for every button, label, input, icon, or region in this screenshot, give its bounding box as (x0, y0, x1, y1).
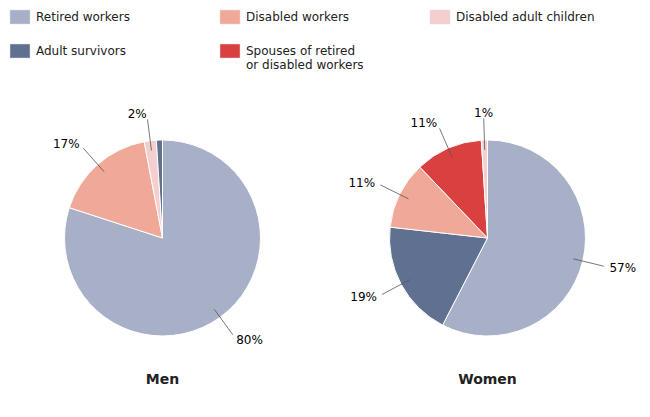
data-label: 19% (350, 290, 377, 304)
data-label: 80% (236, 333, 263, 347)
leader-line (148, 119, 152, 150)
pie-slice (390, 227, 488, 325)
data-label: 57% (609, 261, 636, 275)
text-line: or disabled workers (246, 58, 364, 72)
data-labels: 57% 19% 11% 11% 1% (348, 106, 636, 305)
text-line: Spouses of retired (246, 44, 355, 58)
legend-item: Adult survivors (10, 44, 126, 58)
leader-line (214, 309, 232, 334)
legend-item: Disabled workers (220, 10, 349, 24)
slices (64, 140, 260, 336)
pie-slice (144, 140, 162, 238)
leader-line (483, 119, 485, 150)
leader-line (380, 185, 408, 199)
text-line: Adult survivors (36, 44, 126, 58)
legend-item: Retired workers (10, 10, 130, 24)
pie-chart: 80% 17% 2% Men (53, 107, 263, 387)
legend-swatch (220, 44, 240, 58)
legend-label: Spouses of retiredor disabled workers (246, 44, 364, 72)
leader-line (382, 280, 410, 295)
chart-root: Retired workers Disabled workers Disabled … (0, 0, 650, 417)
leader-line (573, 259, 603, 266)
legend-item: Spouses of retiredor disabled workers (220, 44, 364, 72)
text-line: Disabled adult children (456, 10, 595, 24)
pie-slice (420, 140, 488, 238)
data-label: 11% (348, 175, 375, 189)
data-label: 1% (474, 106, 493, 120)
data-labels: 80% 17% 2% (53, 107, 263, 347)
chart-title: Women (458, 371, 517, 387)
pie-slice (481, 140, 487, 238)
pie-slice (64, 140, 260, 336)
chart-title: Men (146, 371, 179, 387)
data-label: 2% (128, 107, 147, 121)
legend-label: Disabled workers (246, 10, 349, 24)
legend-swatch (10, 44, 30, 58)
legend-swatch (10, 10, 30, 24)
legend-label: Disabled adult children (456, 10, 595, 24)
text-line: Retired workers (36, 10, 130, 24)
data-label: 11% (411, 116, 438, 130)
leader-line (440, 128, 453, 157)
legend-label: Retired workers (36, 10, 130, 24)
text-line: Disabled workers (246, 10, 349, 24)
data-label: 17% (53, 137, 80, 151)
leader-line (83, 148, 104, 172)
slices (390, 140, 586, 336)
pie-slice (156, 140, 162, 238)
legend-swatch (430, 10, 450, 24)
legend: Retired workers Disabled workers Disabled … (10, 10, 595, 72)
pie-chart: 57% 19% 11% 11% 1% Women (348, 106, 636, 387)
legend-swatch (220, 10, 240, 24)
legend-item: Disabled adult children (430, 10, 595, 24)
legend-label: Adult survivors (36, 44, 126, 58)
